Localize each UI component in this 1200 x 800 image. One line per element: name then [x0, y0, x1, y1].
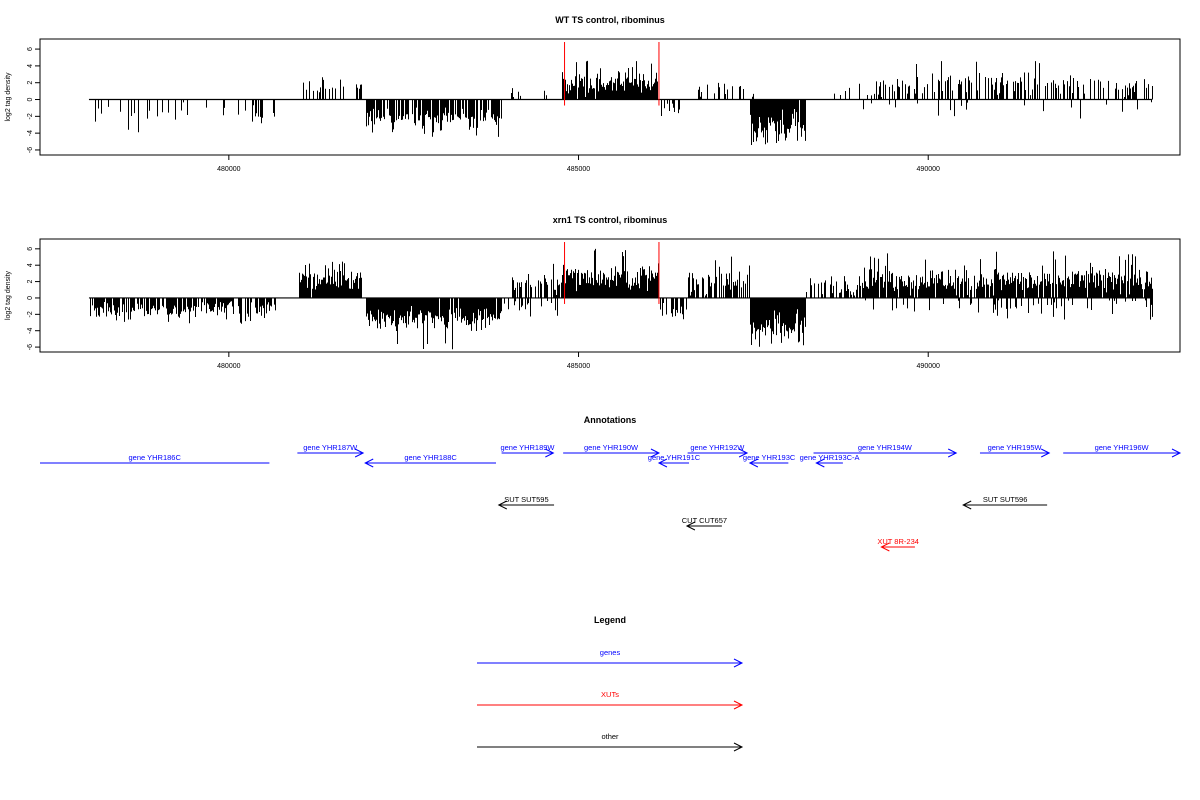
- feature-label: XUT 8R-234: [877, 537, 919, 546]
- annotation-xut-8r-234: XUT 8R-234: [877, 537, 919, 552]
- track-wt: WT TS control, ribominus -6 -4 -2 0 2 4 6 log2 …: [5, 15, 1181, 173]
- annotation-cut-cut657: CUT CUT657: [682, 516, 727, 531]
- feature-label: gene YHR194W: [858, 443, 913, 452]
- y-tick-label: 2: [27, 280, 34, 284]
- y-tick-label: -2: [27, 311, 34, 317]
- feature-label: CUT CUT657: [682, 516, 727, 525]
- y-tick-label: -6: [27, 344, 34, 350]
- x-tick-label: 490000: [917, 363, 940, 370]
- legend-arrowhead: [733, 658, 744, 668]
- x-tick-label: 480000: [217, 363, 240, 370]
- feature-label: gene YHR191C: [648, 453, 701, 462]
- y-tick-label: -2: [27, 113, 34, 119]
- track-xrn1: xrn1 TS control, ribominus -6 -4 -2 0 2 4 6 log…: [5, 215, 1181, 370]
- feature-label: gene YHR187W: [303, 443, 358, 452]
- annotation-gene-yhr194w: gene YHR194W: [813, 443, 958, 458]
- legend-panel: Legend genes XUTs other: [477, 615, 744, 752]
- legend-title: Legend: [594, 615, 626, 625]
- legend-item-genes: genes: [477, 648, 744, 668]
- y-tick-label: 6: [27, 47, 34, 51]
- annotation-gene-yhr195w: gene YHR195W: [979, 443, 1051, 458]
- coverage-bars: [95, 60, 1153, 145]
- coverage-bars: [90, 248, 1153, 350]
- feature-label: SUT SUT596: [983, 495, 1027, 504]
- feature-arrowhead: [738, 448, 749, 458]
- y-axis-label: log2 tag density: [5, 270, 12, 320]
- plot-frame: [39, 38, 1181, 156]
- y-tick-label: 4: [27, 64, 34, 68]
- y-tick-label: -4: [27, 130, 34, 136]
- legend-label: genes: [600, 648, 621, 657]
- y-tick-label: 0: [27, 296, 34, 300]
- annotation-gene-yhr187w: gene YHR187W: [297, 443, 365, 458]
- annotation-sut-sut595: SUT SUT595: [497, 495, 555, 510]
- feature-arrowhead: [650, 448, 661, 458]
- feature-label: gene YHR192W: [690, 443, 745, 452]
- annotation-gene-yhr191c: gene YHR191C: [648, 453, 701, 468]
- legend-label: XUTs: [601, 690, 619, 699]
- feature-label: gene YHR189W: [500, 443, 555, 452]
- feature-arrowhead: [748, 458, 759, 468]
- legend-arrowhead: [733, 700, 744, 710]
- annotation-gene-yhr190w: gene YHR190W: [563, 443, 661, 458]
- feature-arrowhead: [545, 448, 555, 458]
- legend-item-xuts: XUTs: [477, 690, 744, 710]
- feature-label: gene YHR186C: [128, 453, 181, 462]
- x-tick-label: 485000: [567, 363, 590, 370]
- annotation-sut-sut596: SUT SUT596: [962, 495, 1048, 510]
- track-wt-plot: -6 -4 -2 0 2 4 6 log2 tag density 480000 485000 49…: [5, 38, 1181, 173]
- x-tick-label: 490000: [917, 166, 940, 173]
- feature-label: gene YHR188C: [404, 453, 457, 462]
- feature-label: gene YHR193C: [743, 453, 796, 462]
- plot-frame: [39, 238, 1181, 353]
- annotations-title: Annotations: [584, 415, 637, 425]
- y-tick-label: 6: [27, 247, 34, 251]
- feature-arrowhead: [815, 458, 825, 468]
- y-tick-label: 2: [27, 81, 34, 85]
- annotation-gene-yhr189w: gene YHR189W: [500, 443, 555, 458]
- feature-arrowhead: [354, 448, 365, 458]
- feature-arrowhead: [1040, 448, 1051, 458]
- annotation-gene-yhr186c: gene YHR186C: [40, 453, 270, 464]
- track-xrn1-plot: -6 -4 -2 0 2 4 6 log2 tag density 480000 485000 49…: [5, 238, 1181, 370]
- y-tick-label: 4: [27, 263, 34, 267]
- y-tick-label: -6: [27, 147, 34, 153]
- feature-arrowhead: [962, 500, 972, 510]
- feature-arrowhead: [947, 448, 958, 458]
- feature-arrowhead: [657, 458, 668, 468]
- annotation-gene-yhr192w: gene YHR192W: [687, 443, 749, 458]
- legend-item-other: other: [477, 732, 744, 752]
- feature-arrowhead: [1171, 448, 1182, 458]
- feature-arrowhead: [880, 542, 890, 552]
- y-tick-label: 0: [27, 97, 34, 101]
- track-xrn1-title: xrn1 TS control, ribominus: [553, 215, 668, 225]
- annotation-gene-yhr193c: gene YHR193C: [743, 453, 796, 468]
- feature-label: gene YHR195W: [988, 443, 1043, 452]
- y-tick-label: -4: [27, 327, 34, 333]
- feature-label: gene YHR196W: [1095, 443, 1150, 452]
- track-wt-title: WT TS control, ribominus: [555, 15, 665, 25]
- annotation-gene-yhr196w: gene YHR196W: [1063, 443, 1182, 458]
- legend-label: other: [601, 732, 619, 741]
- y-axis-label: log2 tag density: [5, 72, 12, 122]
- feature-arrowhead: [364, 458, 374, 468]
- annotation-gene-yhr188c: gene YHR188C: [364, 453, 496, 468]
- x-tick-label: 480000: [217, 166, 240, 173]
- feature-label: gene YHR190W: [584, 443, 639, 452]
- feature-arrowhead: [685, 521, 696, 531]
- feature-label: SUT SUT595: [504, 495, 548, 504]
- feature-label: gene YHR193C-A: [800, 453, 860, 462]
- annotation-gene-yhr193c-a: gene YHR193C-A: [800, 453, 860, 468]
- legend-arrowhead: [733, 742, 744, 752]
- legend-items: genes XUTs other: [477, 648, 744, 752]
- x-tick-label: 485000: [567, 166, 590, 173]
- annotation-features: gene YHR186C gene YHR187W gene YHR188C gene…: [40, 443, 1182, 552]
- feature-arrowhead: [497, 500, 508, 510]
